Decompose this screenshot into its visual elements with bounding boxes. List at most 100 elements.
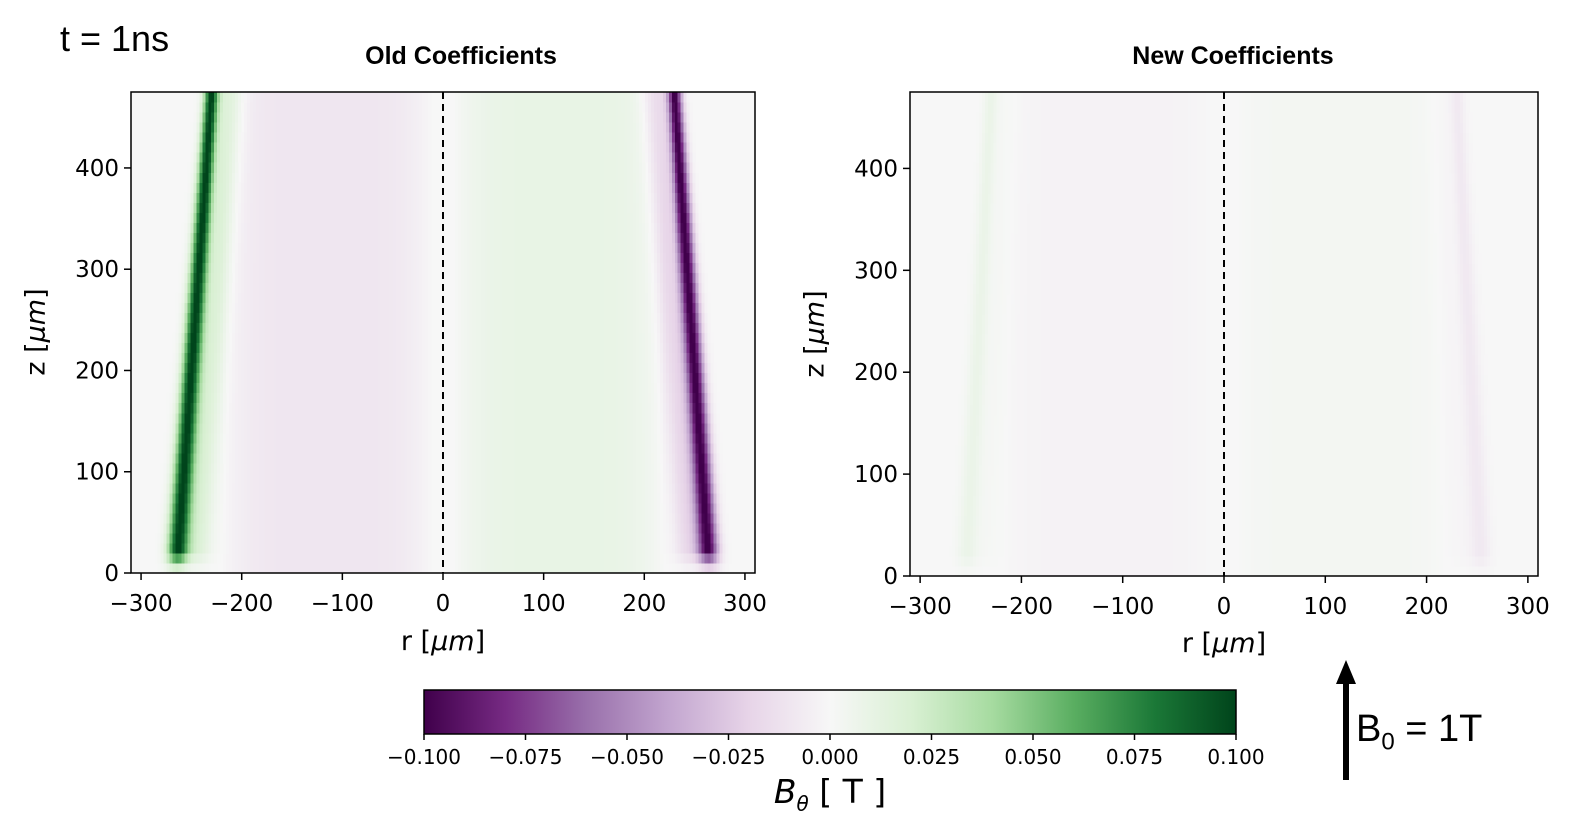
heatmap-cell [636,502,640,514]
heatmap-cell [520,562,524,574]
heatmap-cell [457,542,462,554]
heatmap-cell [383,472,388,484]
heatmap-cell [716,562,720,574]
heatmap-cell [615,452,619,464]
heatmap-cell [404,472,408,484]
heatmap-cell [395,482,400,494]
heatmap-cell [255,502,260,514]
heatmap-cell [487,492,492,504]
heatmap-cell [520,512,524,524]
heatmap-cell [392,502,397,514]
heatmap-cell [175,502,180,514]
heatmap-cell [386,472,391,484]
heatmap-cell [279,552,284,564]
heatmap-cell [300,472,304,484]
heatmap-cell [481,562,486,574]
heatmap-cell [627,522,631,534]
heatmap-cell [561,512,566,524]
heatmap-cell [701,522,706,534]
heatmap-cell [612,502,616,514]
heatmap-cell [573,562,578,574]
heatmap-cell [279,532,284,544]
heatmap-cell [199,512,203,524]
heatmap-cell [196,512,200,524]
heatmap-cell [258,552,263,564]
heatmap-cell [549,512,554,524]
heatmap-cell [573,502,578,514]
heatmap-cell [532,532,536,544]
heatmap-cell [532,482,536,494]
heatmap-cell [606,512,610,524]
heatmap-cell [630,492,634,504]
heatmap-cell [541,482,545,494]
heatmap-cell [208,502,212,514]
heatmap-cell [710,442,714,454]
heatmap-cell [389,452,394,464]
heatmap-cell [618,492,622,504]
heatmap-cell [597,482,602,494]
heatmap-cell [585,492,590,504]
heatmap-cell [532,442,536,454]
heatmap-cell [496,492,501,504]
heatmap-cell [267,442,272,454]
heatmap-cell [404,492,408,504]
heatmap-cell [172,462,177,474]
heatmap-cell [532,522,536,534]
heatmap-cell [166,492,171,504]
heatmap-cell [668,532,673,544]
heatmap-cell [538,492,542,504]
heatmap-cell [214,562,218,574]
heatmap-cell [407,512,411,524]
heatmap-cell [410,462,414,474]
heatmap-cell [175,552,180,564]
heatmap-cell [707,502,712,514]
heatmap-cell [419,492,423,504]
heatmap-cell [570,492,575,504]
heatmap-cell [618,472,622,484]
heatmap-cell [642,532,646,544]
heatmap-cell [166,562,171,574]
heatmap-cell [710,352,714,364]
heatmap-cell [585,552,590,564]
heatmap-cell [383,442,388,454]
heatmap-cell [695,452,700,464]
heatmap-cell [229,472,233,484]
heatmap-cell [552,462,557,474]
heatmap-cell [689,442,694,454]
heatmap-cell [205,442,209,454]
heatmap-cell [538,462,542,474]
heatmap-cell [214,472,218,484]
heatmap-cell [223,522,227,534]
heatmap-cell [576,552,581,564]
heatmap-cell [549,492,554,504]
heatmap-cell [633,462,637,474]
heatmap-cell [386,542,391,554]
heatmap-cell [252,532,257,544]
heatmap-cell [229,482,233,494]
heatmap-cell [359,442,364,454]
heatmap-cell [154,542,159,554]
heatmap-cell [686,532,691,544]
heatmap-cell [585,562,590,574]
heatmap-cell [564,462,569,474]
heatmap-cell [217,502,221,514]
heatmap-cell [683,552,688,564]
heatmap-cell [547,502,551,514]
heatmap-cell [686,552,691,564]
heatmap-cell [627,452,631,464]
heatmap-cell [214,522,218,534]
heatmap-cell [633,522,637,534]
heatmap-cell [362,532,367,544]
heatmap-cell [232,472,236,484]
heatmap-cell [520,442,524,454]
heatmap-cell [160,462,165,474]
heatmap-cell [232,552,236,564]
heatmap-cell [344,522,349,534]
heatmap-cell [579,502,584,514]
heatmap-cell [535,552,539,564]
heatmap-cell [478,552,483,564]
heatmap-cell [558,502,563,514]
heatmap-cell [695,502,700,514]
heatmap-cell [243,492,248,504]
heatmap-cell [582,442,587,454]
